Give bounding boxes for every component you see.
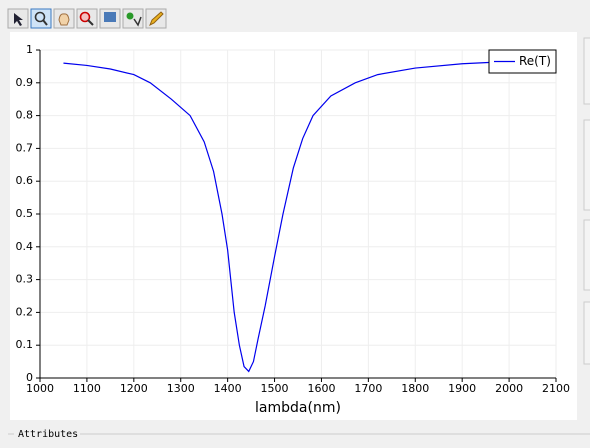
group-title: Attributes — [18, 429, 78, 440]
y-tick-label: 0.5 — [16, 207, 34, 220]
x-tick-label: 1200 — [120, 382, 148, 395]
x-tick-label: 1600 — [307, 382, 335, 395]
y-tick-label: 0.6 — [16, 174, 34, 187]
x-tick-label: 1500 — [261, 382, 289, 395]
y-tick-label: 0.3 — [16, 273, 34, 286]
icon — [104, 12, 116, 22]
y-tick-label: 0.4 — [16, 240, 34, 253]
icon — [133, 16, 142, 27]
icon — [79, 11, 91, 23]
x-tick-label: 1300 — [167, 382, 195, 395]
icon — [42, 19, 48, 26]
side-panel — [583, 119, 590, 211]
x-tick-label: 1000 — [26, 382, 54, 395]
group-title-bg — [14, 427, 80, 441]
x-tick-label: 1800 — [401, 382, 429, 395]
legend-label: Re(T) — [519, 54, 551, 68]
data-line — [63, 60, 533, 373]
x-tick-label: 1700 — [354, 382, 382, 395]
x-tick-label: 1900 — [448, 382, 476, 395]
chart-panel — [10, 32, 577, 420]
icon — [58, 13, 70, 26]
y-tick-label: 0.8 — [16, 109, 34, 122]
plot: 1000 1100 1200 1300 1400 1500 1600 1700 1800 1900… — [16, 43, 571, 416]
y-tick-label: 0.7 — [16, 141, 34, 154]
side-panel — [583, 301, 590, 365]
y-tick-label: 0.1 — [16, 338, 34, 351]
legend-box — [488, 49, 557, 74]
y-tick-label: 1 — [26, 43, 33, 56]
icon — [126, 12, 134, 20]
x-tick-label: 1100 — [73, 382, 101, 395]
x-tick-label: 2100 — [542, 382, 570, 395]
side-panel — [583, 37, 590, 105]
icon — [14, 13, 23, 26]
y-tick-label: 0.9 — [16, 76, 34, 89]
y-tick-label: 0.2 — [16, 305, 34, 318]
x-tick-label: 1400 — [214, 382, 242, 395]
x-tick-label: 2000 — [495, 382, 523, 395]
toolbar — [7, 8, 167, 29]
y-tick-label: 0 — [26, 371, 33, 384]
icon — [149, 11, 164, 27]
x-axis-label: lambda(nm) — [255, 400, 341, 416]
icon — [87, 19, 94, 26]
side-panel — [583, 219, 590, 291]
side-panels — [583, 37, 590, 365]
icon — [34, 11, 46, 23]
